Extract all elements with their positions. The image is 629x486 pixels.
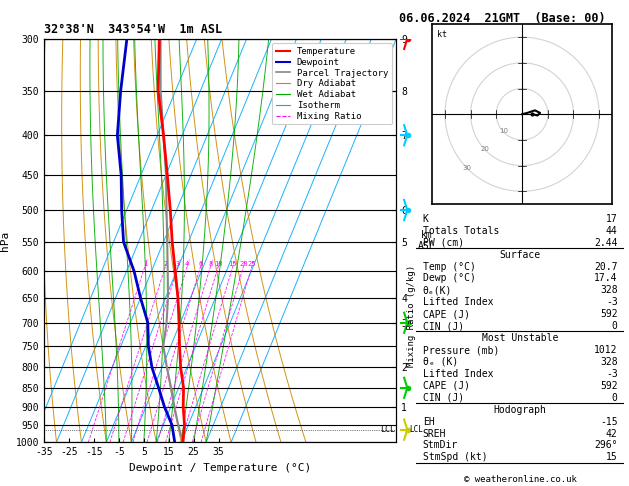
Text: 10: 10 [214, 260, 223, 267]
Text: EH: EH [423, 417, 435, 427]
Text: 2.44: 2.44 [594, 238, 618, 248]
Text: θₑ (K): θₑ (K) [423, 357, 458, 367]
Text: Lifted Index: Lifted Index [423, 297, 493, 307]
Text: StmDir: StmDir [423, 440, 458, 451]
Text: CIN (J): CIN (J) [423, 321, 464, 331]
Text: 592: 592 [600, 309, 618, 319]
X-axis label: Dewpoint / Temperature (°C): Dewpoint / Temperature (°C) [129, 463, 311, 473]
Text: StmSpd (kt): StmSpd (kt) [423, 452, 487, 462]
Text: -15: -15 [600, 417, 618, 427]
Text: © weatheronline.co.uk: © weatheronline.co.uk [464, 474, 577, 484]
Text: 17.4: 17.4 [594, 274, 618, 283]
Text: Temp (°C): Temp (°C) [423, 261, 476, 272]
Text: 2: 2 [163, 260, 167, 267]
Text: 8: 8 [208, 260, 213, 267]
Legend: Temperature, Dewpoint, Parcel Trajectory, Dry Adiabat, Wet Adiabat, Isotherm, Mi: Temperature, Dewpoint, Parcel Trajectory… [272, 43, 392, 124]
Text: Pressure (mb): Pressure (mb) [423, 345, 499, 355]
Text: 42: 42 [606, 429, 618, 438]
Text: 17: 17 [606, 214, 618, 224]
Text: Surface: Surface [499, 250, 541, 260]
Text: 30: 30 [462, 165, 471, 171]
Text: 20: 20 [239, 260, 248, 267]
Y-axis label: km
ASL: km ASL [418, 230, 435, 251]
Text: 32°38'N  343°54'W  1m ASL: 32°38'N 343°54'W 1m ASL [44, 23, 222, 36]
Text: SREH: SREH [423, 429, 446, 438]
Text: 328: 328 [600, 285, 618, 295]
Text: 4: 4 [185, 260, 189, 267]
Text: LCL: LCL [409, 425, 423, 434]
Text: K: K [423, 214, 428, 224]
Text: PW (cm): PW (cm) [423, 238, 464, 248]
Text: 592: 592 [600, 381, 618, 391]
Text: Lifted Index: Lifted Index [423, 369, 493, 379]
Text: Mixing Ratio (g/kg): Mixing Ratio (g/kg) [408, 265, 416, 367]
Y-axis label: hPa: hPa [0, 230, 10, 251]
Text: 1012: 1012 [594, 345, 618, 355]
Text: 328: 328 [600, 357, 618, 367]
Text: 296°: 296° [594, 440, 618, 451]
Text: CAPE (J): CAPE (J) [423, 381, 470, 391]
Text: 20: 20 [481, 146, 489, 152]
Text: 06.06.2024  21GMT  (Base: 00): 06.06.2024 21GMT (Base: 00) [399, 12, 606, 25]
Text: 10: 10 [499, 128, 508, 134]
Text: 20.7: 20.7 [594, 261, 618, 272]
Text: 3: 3 [176, 260, 180, 267]
Text: -3: -3 [606, 297, 618, 307]
Text: CAPE (J): CAPE (J) [423, 309, 470, 319]
Text: Most Unstable: Most Unstable [482, 333, 559, 343]
Text: -3: -3 [606, 369, 618, 379]
Text: Dewp (°C): Dewp (°C) [423, 274, 476, 283]
Text: 1: 1 [143, 260, 147, 267]
Text: 44: 44 [606, 226, 618, 236]
Text: 0: 0 [612, 321, 618, 331]
Text: CIN (J): CIN (J) [423, 393, 464, 403]
Text: 6: 6 [199, 260, 203, 267]
Text: 25: 25 [248, 260, 256, 267]
Text: 15: 15 [606, 452, 618, 462]
Text: Hodograph: Hodograph [494, 405, 547, 415]
Text: LCL: LCL [380, 425, 395, 434]
Text: kt: kt [437, 30, 447, 39]
Text: 15: 15 [228, 260, 237, 267]
Text: θₑ(K): θₑ(K) [423, 285, 452, 295]
Text: 0: 0 [612, 393, 618, 403]
Text: Totals Totals: Totals Totals [423, 226, 499, 236]
